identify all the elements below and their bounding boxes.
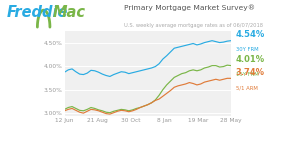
Text: 3.74%: 3.74%: [236, 68, 265, 77]
Text: U.S. weekly average mortgage rates as of 06/07/2018: U.S. weekly average mortgage rates as of…: [124, 23, 263, 28]
Text: 30Y FRM: 30Y FRM: [236, 47, 258, 52]
Text: Primary Mortgage Market Survey®: Primary Mortgage Market Survey®: [124, 5, 256, 11]
Text: 4.54%: 4.54%: [236, 30, 265, 39]
Text: Freddie: Freddie: [7, 5, 68, 20]
Text: 4.01%: 4.01%: [236, 55, 265, 64]
Text: Mac: Mac: [52, 5, 86, 20]
Text: 5/1 ARM: 5/1 ARM: [236, 85, 257, 90]
Text: 15Y FRM: 15Y FRM: [236, 72, 258, 77]
